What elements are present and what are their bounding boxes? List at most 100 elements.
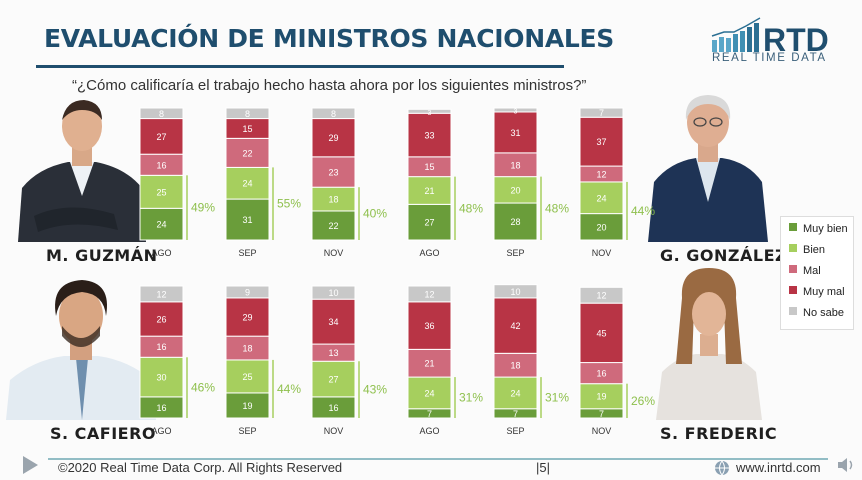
footer-copyright: ©2020 Real Time Data Corp. All Rights Re… bbox=[58, 460, 343, 475]
bar-value-label: 24 bbox=[242, 179, 252, 189]
legend-swatch bbox=[789, 223, 797, 231]
bar-value-label: 12 bbox=[424, 289, 434, 299]
legend-item: Mal bbox=[789, 265, 821, 279]
bar-value-label: 30 bbox=[156, 373, 166, 383]
bar-value-label: 34 bbox=[328, 317, 338, 327]
bar-value-label: 12 bbox=[596, 291, 606, 301]
category-label: SEP bbox=[506, 426, 524, 436]
bar-value-label: 7 bbox=[599, 108, 604, 118]
play-icon[interactable] bbox=[20, 454, 40, 476]
positive-total-label: 44% bbox=[277, 382, 301, 396]
chart-gonzalez: 27211533348%AGO28201831348%SEP2024123774… bbox=[407, 107, 655, 258]
bar-value-label: 8 bbox=[331, 109, 336, 119]
bar-value-label: 3 bbox=[428, 110, 432, 117]
category-label: SEP bbox=[238, 248, 256, 258]
category-label: AGO bbox=[419, 248, 439, 258]
minister-name-cafiero: S. CAFIERO bbox=[50, 424, 157, 443]
positive-total-label: 48% bbox=[459, 201, 483, 215]
positive-total-label: 49% bbox=[191, 201, 215, 215]
bar-segment bbox=[579, 107, 624, 118]
bar-value-label: 31 bbox=[510, 128, 520, 138]
bar-segment bbox=[407, 285, 452, 303]
photo-gonzalez bbox=[648, 95, 768, 242]
legend-label: Muy bien bbox=[803, 223, 848, 235]
category-label: SEP bbox=[238, 426, 256, 436]
bar-value-label: 24 bbox=[510, 388, 520, 398]
bar-value-label: 24 bbox=[424, 388, 434, 398]
legend-item: Bien bbox=[789, 244, 825, 258]
logo-text: REAL TIME DATA bbox=[712, 52, 827, 64]
category-label: NOV bbox=[324, 426, 344, 436]
bar-segment bbox=[225, 285, 270, 299]
chart-guzman: 24 25 16 27 8 49% AGO 31 24 22 15 8 55% SEP 22 18 23 29 8 4… bbox=[139, 107, 387, 258]
positive-total-label: 26% bbox=[631, 394, 655, 408]
logo-mark: RTD bbox=[763, 22, 829, 58]
bar-segment bbox=[493, 111, 538, 154]
footer-url[interactable]: www.inrtd.com bbox=[736, 460, 821, 475]
bar-value-label: 21 bbox=[424, 186, 434, 196]
bar-value-label: 22 bbox=[328, 221, 338, 231]
photo-guzman bbox=[18, 100, 146, 242]
bar-value-label: 18 bbox=[328, 195, 338, 205]
chart-cafiero: 16 30 16 26 12 46% AGO 19 25 18 29 9 44% SEP 16 27 13 34 1… bbox=[139, 285, 387, 436]
positive-total-label: 43% bbox=[363, 383, 387, 397]
page-title: EVALUACIÓN DE MINISTROS NACIONALES bbox=[44, 24, 614, 53]
bar-segment bbox=[407, 348, 452, 378]
bar-segment bbox=[311, 210, 356, 241]
bar-value-label: 19 bbox=[596, 392, 606, 402]
legend-swatch bbox=[789, 265, 797, 273]
bar-segment bbox=[407, 203, 452, 241]
bar-value-label: 20 bbox=[596, 222, 606, 232]
bar-value-label: 16 bbox=[156, 342, 166, 352]
bar-value-label: 25 bbox=[242, 372, 252, 382]
bar-segment bbox=[579, 181, 624, 215]
volume-icon[interactable] bbox=[836, 456, 856, 474]
positive-total-label: 40% bbox=[363, 207, 387, 221]
positive-total-label: 55% bbox=[277, 197, 301, 211]
bar-segment bbox=[225, 107, 270, 120]
positive-total-label: 31% bbox=[459, 391, 483, 405]
bar-value-label: 8 bbox=[245, 109, 250, 119]
bar-value-label: 31 bbox=[242, 215, 252, 225]
bar-segment bbox=[139, 301, 184, 337]
minister-name-gonzalez: G. GONZÁLEZ bbox=[660, 246, 788, 265]
bar-value-label: 10 bbox=[510, 287, 520, 297]
bar-segment bbox=[311, 285, 356, 300]
category-label: NOV bbox=[324, 248, 344, 258]
bar-value-label: 9 bbox=[245, 287, 250, 297]
bar-value-label: 29 bbox=[242, 313, 252, 323]
positive-total-label: 46% bbox=[191, 381, 215, 395]
positive-total-label: 31% bbox=[545, 391, 569, 405]
legend-label: Muy mal bbox=[803, 286, 845, 298]
bar-segment bbox=[407, 301, 452, 350]
bar-segment bbox=[493, 107, 538, 113]
bar-segment bbox=[311, 107, 356, 120]
bar-segment bbox=[579, 302, 624, 364]
bar-value-label: 16 bbox=[596, 369, 606, 379]
bar-value-label: 15 bbox=[424, 162, 434, 172]
bar-segment bbox=[407, 108, 452, 114]
category-label: AGO bbox=[151, 426, 171, 436]
bar-value-label: 26 bbox=[156, 315, 166, 325]
bar-value-label: 7 bbox=[513, 409, 518, 419]
bar-value-label: 28 bbox=[510, 217, 520, 227]
minister-name-frederic: S. FREDERIC bbox=[660, 424, 778, 443]
bar-value-label: 27 bbox=[424, 218, 434, 228]
title-underline bbox=[36, 65, 564, 68]
bar-segment bbox=[493, 297, 538, 354]
bar-value-label: 10 bbox=[328, 288, 338, 298]
bar-value-label: 21 bbox=[424, 359, 434, 369]
category-label: AGO bbox=[151, 248, 171, 258]
bar-value-label: 36 bbox=[424, 321, 434, 331]
legend-item: Muy bien bbox=[789, 223, 848, 237]
category-label: SEP bbox=[506, 248, 524, 258]
rtd-logo: RTD bbox=[711, 17, 829, 58]
globe-icon bbox=[715, 460, 729, 476]
bar-value-label: 16 bbox=[328, 403, 338, 413]
bar-segment bbox=[493, 284, 538, 299]
bar-segment bbox=[311, 118, 356, 158]
bar-value-label: 29 bbox=[328, 133, 338, 143]
bar-segment bbox=[579, 286, 624, 304]
footer-divider bbox=[48, 458, 828, 460]
positive-total-label: 48% bbox=[545, 201, 569, 215]
